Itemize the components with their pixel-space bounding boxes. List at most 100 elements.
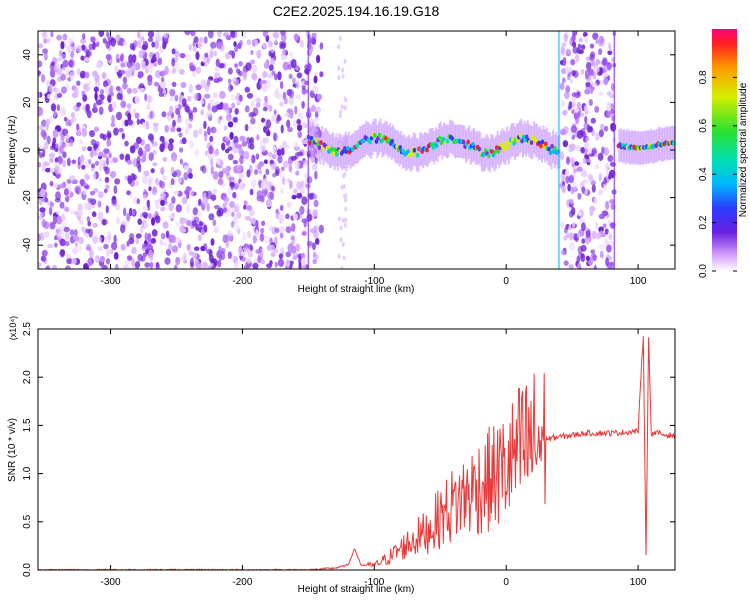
spectrogram-cell	[65, 206, 70, 213]
spectrogram-band-cell	[487, 153, 491, 159]
spectrogram-cell	[287, 178, 291, 183]
spectrogram-cell	[251, 179, 257, 188]
spectrogram-cell	[183, 252, 187, 261]
spectrogram-cell	[173, 264, 178, 269]
spectrogram-cell	[114, 203, 121, 211]
spectrogram-cell	[193, 246, 200, 251]
spectrogram-cell	[184, 31, 191, 36]
spectrogram-cell	[343, 104, 347, 110]
spectrogram-cell	[153, 81, 160, 87]
spectrogram-cell	[137, 147, 143, 157]
snr-multiplier: (x10⁴)	[8, 316, 18, 340]
spectrogram-cell	[77, 203, 83, 212]
spectrogram-cell	[291, 223, 296, 232]
spectrogram-cell	[308, 193, 315, 200]
spectrogram-cell	[269, 191, 275, 201]
spectrogram-cell	[120, 62, 126, 68]
spectrogram-cell	[144, 93, 148, 102]
spectrogram-cell	[154, 40, 159, 50]
spectrogram-ytick-label: -40	[22, 238, 33, 253]
spectrogram-cell	[310, 105, 317, 112]
spectrogram-cell	[93, 150, 97, 157]
spectrogram-cell	[38, 60, 43, 68]
spectrogram-cell	[103, 166, 108, 171]
spectrogram-cell	[89, 249, 94, 259]
spectrogram-cell	[209, 258, 215, 264]
spectrogram-cell	[155, 202, 160, 210]
spectrogram-cell	[194, 148, 199, 158]
spectrogram-cell	[271, 186, 275, 192]
colorbar-tick-label: 0.0	[698, 264, 709, 278]
spectrogram-cell	[298, 256, 302, 266]
spectrogram-cell	[124, 140, 129, 147]
spectrogram-cell	[95, 160, 100, 166]
spectrogram-xtick-label: -200	[232, 276, 252, 287]
spectrogram-cell	[69, 229, 75, 236]
spectrogram-cell	[246, 39, 252, 46]
spectrogram-band-cell	[333, 147, 338, 153]
spectrogram-cell	[598, 213, 606, 220]
spectrogram-band-cell	[502, 146, 507, 152]
spectrogram-band-cell	[387, 137, 391, 143]
spectrogram-cell	[86, 80, 92, 86]
spectrogram-band-cell	[493, 149, 497, 155]
spectrogram-cell	[203, 224, 208, 233]
spectrogram-cell	[181, 137, 187, 145]
spectrogram-cell	[52, 129, 59, 138]
spectrogram-cell	[149, 261, 154, 269]
spectrogram-cell	[280, 34, 287, 42]
spectrogram-cell	[591, 147, 597, 155]
spectrogram-cell	[197, 234, 202, 242]
spectrogram-cell	[589, 54, 595, 61]
spectrogram-cell	[85, 103, 90, 113]
spectrogram-cell	[589, 87, 594, 94]
spectrogram-cell	[159, 192, 166, 200]
spectrogram-cell	[270, 251, 276, 257]
spectrogram-cell	[169, 88, 176, 97]
spectrogram-cell	[231, 102, 236, 109]
spectrogram-cell	[292, 78, 296, 84]
colorbar-tick-label: 0.4	[698, 167, 709, 181]
spectrogram-cell	[246, 92, 254, 99]
spectrogram-cell	[148, 186, 152, 191]
spectrogram-cell	[243, 204, 247, 210]
spectrogram-cell	[59, 145, 64, 154]
spectrogram-cell	[269, 58, 275, 66]
spectrogram-cell	[99, 88, 105, 95]
spectrogram-cell	[228, 83, 233, 92]
spectrogram-band-cell	[317, 145, 322, 151]
spectrogram-cell	[56, 34, 62, 41]
spectrogram-cell	[86, 216, 91, 223]
spectrogram-cell	[54, 197, 61, 203]
spectrogram-cell	[120, 243, 126, 251]
spectrogram-cell	[295, 80, 300, 89]
spectrogram-cell	[339, 237, 343, 243]
spectrogram-cell	[581, 186, 586, 193]
spectrogram-cell	[232, 255, 239, 264]
spectrogram-cell	[135, 233, 142, 239]
spectrogram-cell	[151, 41, 156, 48]
spectrogram-cell	[563, 260, 569, 266]
spectrogram-cell	[241, 70, 248, 77]
spectrogram-cell	[301, 101, 305, 109]
spectrogram-cell	[277, 71, 282, 81]
spectrogram-cell	[129, 66, 134, 74]
spectrogram-cell	[218, 115, 223, 121]
spectrogram-cell	[154, 177, 160, 186]
spectrogram-cell	[193, 129, 199, 138]
spectrogram-band-cell	[437, 135, 442, 141]
spectrogram-cell	[199, 36, 204, 44]
spectrogram-cell	[136, 31, 141, 39]
spectrogram-cell	[126, 240, 130, 247]
spectrogram-cell	[295, 93, 302, 100]
spectrogram-cell	[81, 164, 86, 170]
spectrogram-cell	[122, 76, 127, 84]
spectrogram-cell	[217, 77, 223, 82]
spectrogram-cell	[45, 167, 51, 173]
spectrogram-cell	[227, 251, 232, 259]
spectrogram-cell	[597, 91, 604, 96]
spectrogram-cell	[287, 126, 293, 133]
spectrogram-cell	[64, 142, 71, 148]
spectrogram-cell	[188, 43, 192, 52]
spectrogram-cell	[124, 119, 129, 127]
